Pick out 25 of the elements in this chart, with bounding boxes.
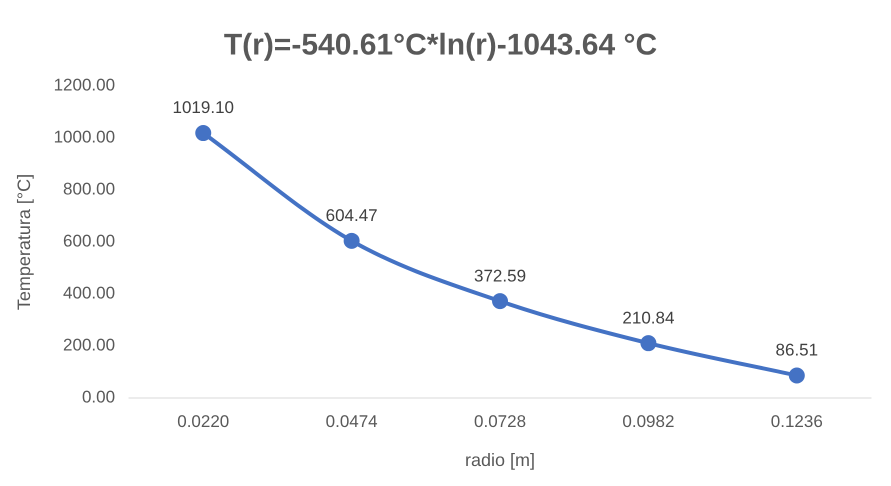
x-tick-label: 0.0474 — [326, 412, 378, 431]
y-tick-label: 800.00 — [63, 180, 116, 199]
point — [492, 293, 508, 310]
data-label: 1019.10 — [172, 98, 234, 118]
point — [195, 125, 212, 142]
data-label: 604.47 — [326, 206, 378, 226]
point — [640, 335, 656, 352]
y-axis-title: Temperatura [°C] — [14, 174, 34, 310]
y-tick-label: 1200.00 — [54, 76, 116, 95]
data-label: 210.84 — [622, 308, 674, 328]
y-tick-label: 1000.00 — [54, 128, 116, 147]
point — [788, 368, 805, 384]
y-tick-label: 200.00 — [63, 336, 116, 355]
x-tick-label: 0.1236 — [770, 412, 823, 431]
x-tick-label: 0.0220 — [177, 412, 230, 431]
data-label: 86.51 — [776, 340, 818, 360]
y-tick-label: 0.00 — [82, 388, 116, 407]
x-axis-title: radio [m] — [465, 450, 536, 470]
x-tick-label: 0.0728 — [474, 412, 526, 431]
data-label: 372.59 — [474, 266, 526, 286]
y-tick-label: 400.00 — [63, 284, 116, 303]
x-tick-label: 0.0982 — [622, 412, 674, 431]
point — [344, 232, 360, 249]
chart-title: T(r)=-540.61°C*ln(r)-1043.64 °C — [224, 28, 658, 62]
y-tick-label: 600.00 — [63, 232, 116, 251]
